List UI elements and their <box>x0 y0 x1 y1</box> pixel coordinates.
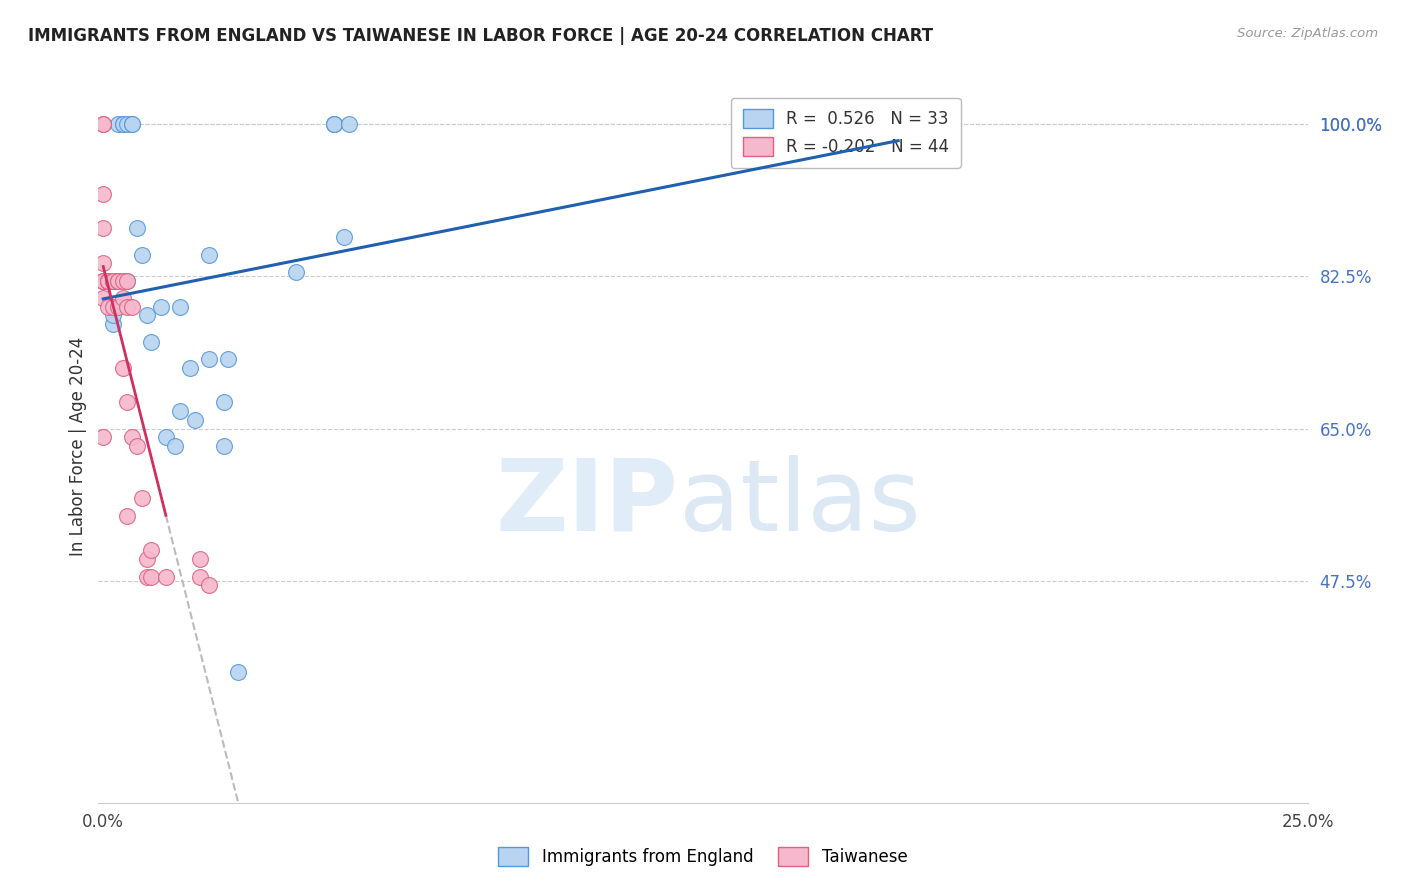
Point <box>101 274 124 288</box>
Point <box>165 439 187 453</box>
Point <box>179 360 201 375</box>
Text: IMMIGRANTS FROM ENGLAND VS TAIWANESE IN LABOR FORCE | AGE 20-24 CORRELATION CHAR: IMMIGRANTS FROM ENGLAND VS TAIWANESE IN … <box>28 27 934 45</box>
Point <box>101 274 124 288</box>
Legend: R =  0.526   N = 33, R = -0.202   N = 44: R = 0.526 N = 33, R = -0.202 N = 44 <box>731 97 960 168</box>
Point <box>111 117 134 131</box>
Point <box>135 569 157 583</box>
Point <box>91 221 114 235</box>
Point <box>141 543 163 558</box>
Point <box>188 569 211 583</box>
Point <box>91 117 114 131</box>
Point <box>212 395 235 409</box>
Point <box>101 309 124 323</box>
Point <box>91 274 114 288</box>
Point <box>125 439 148 453</box>
Point <box>91 430 114 444</box>
Point <box>155 430 177 444</box>
Point <box>91 274 114 288</box>
Point <box>121 300 143 314</box>
Point <box>97 274 120 288</box>
Point <box>97 274 120 288</box>
Point <box>863 117 886 131</box>
Point <box>333 230 356 244</box>
Text: atlas: atlas <box>679 455 921 551</box>
Point <box>107 117 129 131</box>
Point <box>212 439 235 453</box>
Point <box>169 404 191 418</box>
Point <box>91 274 114 288</box>
Point <box>198 578 221 592</box>
Point <box>121 430 143 444</box>
Legend: Immigrants from England, Taiwanese: Immigrants from England, Taiwanese <box>491 838 915 875</box>
Point <box>337 117 360 131</box>
Point <box>101 317 124 331</box>
Point <box>117 508 139 523</box>
Point <box>198 247 221 261</box>
Point <box>323 117 346 131</box>
Point <box>155 569 177 583</box>
Point <box>117 274 139 288</box>
Point <box>150 300 173 314</box>
Point <box>107 274 129 288</box>
Point <box>323 117 346 131</box>
Text: Source: ZipAtlas.com: Source: ZipAtlas.com <box>1237 27 1378 40</box>
Point <box>198 351 221 366</box>
Point <box>117 395 139 409</box>
Point <box>107 300 129 314</box>
Point <box>117 117 139 131</box>
Point <box>97 274 120 288</box>
Point <box>91 256 114 270</box>
Point <box>117 300 139 314</box>
Point <box>323 117 346 131</box>
Point <box>91 186 114 201</box>
Point <box>111 291 134 305</box>
Point <box>107 274 129 288</box>
Point <box>125 221 148 235</box>
Point <box>91 274 114 288</box>
Point <box>226 665 249 680</box>
Point <box>101 300 124 314</box>
Point <box>111 117 134 131</box>
Point <box>97 274 120 288</box>
Point <box>97 274 120 288</box>
Point <box>169 300 191 314</box>
Point <box>111 360 134 375</box>
Y-axis label: In Labor Force | Age 20-24: In Labor Force | Age 20-24 <box>69 336 87 556</box>
Point <box>141 569 163 583</box>
Point <box>284 265 307 279</box>
Point <box>218 351 240 366</box>
Point <box>111 274 134 288</box>
Point <box>121 117 143 131</box>
Point <box>184 413 207 427</box>
Point <box>91 291 114 305</box>
Point <box>135 309 157 323</box>
Point <box>97 300 120 314</box>
Point <box>141 334 163 349</box>
Point <box>135 552 157 566</box>
Point <box>101 274 124 288</box>
Point <box>121 117 143 131</box>
Text: ZIP: ZIP <box>496 455 679 551</box>
Point <box>188 552 211 566</box>
Point <box>131 247 153 261</box>
Point <box>117 274 139 288</box>
Point <box>131 491 153 506</box>
Point <box>91 117 114 131</box>
Point <box>101 274 124 288</box>
